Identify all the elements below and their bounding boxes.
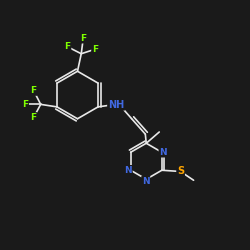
Text: F: F: [22, 100, 28, 109]
Text: NH: NH: [108, 100, 124, 110]
Text: N: N: [124, 166, 132, 175]
Text: N: N: [159, 148, 167, 157]
Text: N: N: [142, 177, 150, 186]
Text: F: F: [30, 113, 37, 122]
Text: F: F: [64, 42, 70, 51]
Text: F: F: [30, 86, 37, 95]
Text: S: S: [177, 166, 184, 176]
Text: F: F: [92, 45, 98, 54]
Text: F: F: [80, 34, 86, 43]
